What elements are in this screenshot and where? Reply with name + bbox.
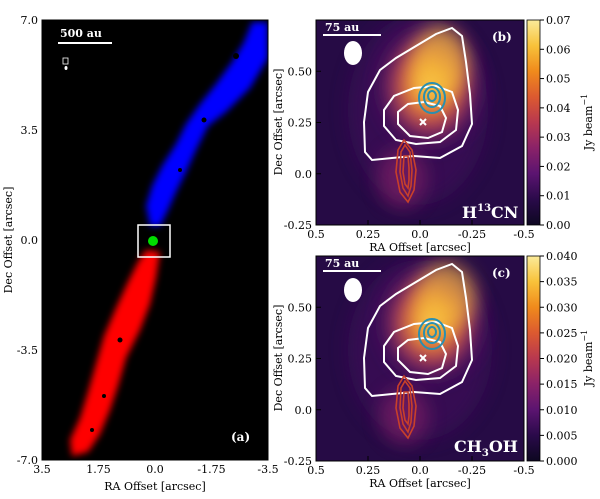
colorbar-label-b: Jy beam−1 <box>580 94 595 151</box>
x-tick-label: -0.5 <box>513 464 534 477</box>
ylabel-c: Dec Offset [arcsec] <box>272 305 285 412</box>
dust-contour-inner-c <box>397 336 448 376</box>
y-tick-label: -7.0 <box>17 454 38 467</box>
panel-c-axes: 0.5 0.25 0.0 -0.25 -0.5 0.50 0.25 0.0 -0.25 <box>284 301 535 477</box>
x-tick-label: 0.25 <box>356 464 381 477</box>
x-tick-label: 0.0 <box>411 464 429 477</box>
contours-b <box>362 26 474 204</box>
blue-contours-c <box>418 318 446 350</box>
molecule-label-c: CH3OH <box>454 437 518 459</box>
core-emission <box>148 236 158 246</box>
outflow-texture <box>90 53 239 432</box>
colorbar-tick-label: 0.02 <box>546 160 571 173</box>
colorbar-b <box>526 19 541 226</box>
colorbar-tick-label: 0.07 <box>546 14 571 27</box>
panel-tag-b: (b) <box>492 30 512 44</box>
colorbar-tick-label: 0.040 <box>546 250 578 263</box>
colorbar-tick-label: 0.03 <box>546 131 571 144</box>
y-tick-label: -0.25 <box>284 455 312 468</box>
blue-contours-b <box>418 82 446 114</box>
panel-b-axes: 0.5 0.25 0.0 -0.25 -0.5 0.50 0.25 0.0 -0.25 <box>284 65 535 241</box>
scalebar-label-c: 75 au <box>325 257 359 270</box>
x-tick-label: -0.25 <box>458 464 486 477</box>
colorbar-tick-label: 0.00 <box>546 219 571 232</box>
colorbar-tick-label: 0.05 <box>546 73 571 86</box>
xlabel-b: RA Offset [arcsec] <box>369 241 471 254</box>
molecule-label-b: H13CN <box>462 203 518 222</box>
xlabel-a: RA Offset [arcsec] <box>104 480 206 493</box>
red-contours-c <box>395 374 417 440</box>
scalebar-label-a: 500 au <box>60 27 102 40</box>
x-tick-label: 0.5 <box>307 228 325 241</box>
ylabel-a: Dec Offset [arcsec] <box>2 187 15 294</box>
colorbar-tick-label: 0.030 <box>546 301 578 314</box>
y-tick-label: -3.5 <box>17 344 38 357</box>
panel-b: 75 au (b) H13CN 0.5 0.25 0.0 -0.25 -0.50.500… <box>272 14 595 254</box>
colorbar-c-ticks: 0.040 0.035 0.030 0.025 0.020 0.015 0.010 0.005… <box>540 250 578 468</box>
colorbar-tick-label: 0.020 <box>546 353 578 366</box>
x-tick-label: 1.75 <box>86 463 111 476</box>
x-tick-label: -0.5 <box>513 228 534 241</box>
beam-ellipse-c <box>344 278 362 302</box>
colorbar-label-c: Jy beam−1 <box>580 330 595 387</box>
x-tick-label: -3.5 <box>257 463 278 476</box>
beam-ellipse-b <box>344 41 362 65</box>
beam-box-a <box>62 57 69 65</box>
ylabel-b: Dec Offset [arcsec] <box>272 69 285 176</box>
panel-tag-c: (c) <box>492 266 511 280</box>
colorbar-tick-label: 0.010 <box>546 404 578 417</box>
colorbar-tick-label: 0.04 <box>546 102 571 115</box>
source-marker-c <box>419 354 427 362</box>
red-outflow-lobe <box>70 250 160 456</box>
dust-contour-mid-c <box>383 320 460 382</box>
colorbar-tick-label: 0.06 <box>546 43 571 56</box>
x-tick-label: 0.0 <box>146 463 164 476</box>
panel-a-axes: 3.5 1.75 0.0 -1.75 -3.5 7.0 3.5 0.0 -3.5 -7.0 <box>17 14 279 476</box>
colorbar-tick-label: 0.000 <box>546 455 578 468</box>
panel-a: 500 au (a) 3.5 1.75 0.0 -1.75 -3.5 7.0 3.5 0.0 -… <box>2 14 279 493</box>
y-tick-label: 0.25 <box>288 353 313 366</box>
blue-outflow-lobe <box>146 22 268 226</box>
y-tick-label: 0.0 <box>295 168 313 181</box>
x-tick-label: 3.5 <box>33 463 51 476</box>
x-tick-label: 0.0 <box>411 228 429 241</box>
y-tick-label: 0.25 <box>288 117 313 130</box>
source-marker-b <box>419 118 427 126</box>
x-tick-label: -0.25 <box>458 228 486 241</box>
y-tick-label: 0.50 <box>288 301 313 314</box>
red-contours-b <box>395 138 417 204</box>
colorbar-tick-label: 0.025 <box>546 327 578 340</box>
scalebar-label-b: 75 au <box>325 21 359 34</box>
y-tick-label: 3.5 <box>21 124 39 137</box>
y-tick-label: 0.0 <box>21 234 39 247</box>
xlabel-c: RA Offset [arcsec] <box>369 477 471 490</box>
colorbar-b-ticks: 0.07 0.06 0.05 0.04 0.03 0.02 0.01 0.00 <box>540 14 571 232</box>
x-tick-label: 0.25 <box>356 228 381 241</box>
y-tick-label: 0.0 <box>295 404 313 417</box>
zoom-box <box>137 224 171 258</box>
x-tick-label: 0.5 <box>307 464 325 477</box>
beam-ellipse-a <box>64 66 68 70</box>
colorbar-tick-label: 0.005 <box>546 429 578 442</box>
x-tick-label: -1.75 <box>197 463 225 476</box>
panel-tag-a: (a) <box>231 430 250 444</box>
y-tick-label: 7.0 <box>21 14 39 27</box>
colorbar-c <box>526 255 541 462</box>
panel-c: 75 au (c) CH3OH 0.5 0.25 0.0 -0.25 -0.50.500… <box>272 250 595 490</box>
y-tick-label: -0.25 <box>284 219 312 232</box>
contours-c <box>362 262 474 440</box>
colorbar-tick-label: 0.01 <box>546 190 571 203</box>
colorbar-tick-label: 0.035 <box>546 276 578 289</box>
dust-contour-inner-b <box>397 100 448 140</box>
colorbar-tick-label: 0.015 <box>546 378 578 391</box>
y-tick-label: 0.50 <box>288 65 313 78</box>
dust-contour-mid-b <box>383 84 460 146</box>
